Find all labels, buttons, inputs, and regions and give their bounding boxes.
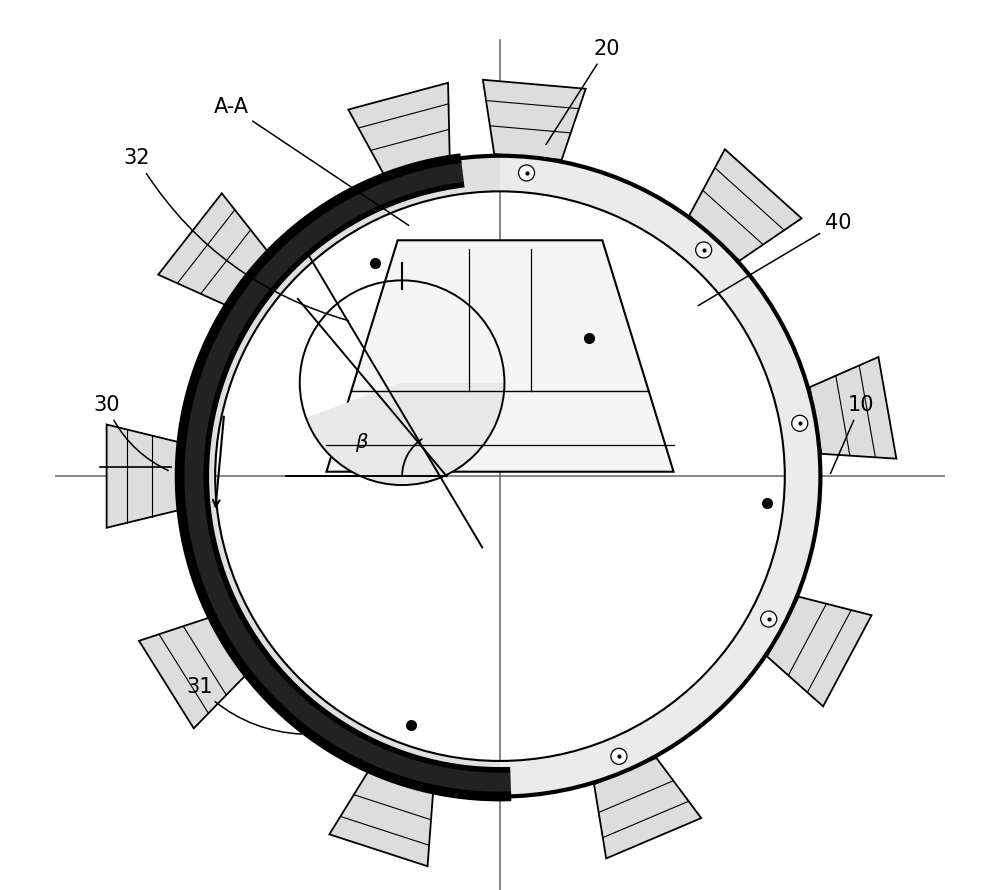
Wedge shape	[306, 383, 504, 485]
Polygon shape	[158, 193, 268, 305]
Circle shape	[234, 629, 250, 645]
Polygon shape	[483, 80, 586, 160]
Polygon shape	[107, 425, 180, 528]
Polygon shape	[810, 357, 896, 458]
Text: 32: 32	[124, 149, 348, 320]
Circle shape	[761, 611, 777, 627]
Polygon shape	[182, 161, 511, 794]
Polygon shape	[594, 758, 701, 859]
Wedge shape	[500, 156, 820, 797]
Polygon shape	[139, 618, 246, 728]
Wedge shape	[180, 156, 500, 797]
Polygon shape	[348, 83, 450, 175]
Polygon shape	[329, 771, 433, 866]
Text: 20: 20	[546, 39, 620, 144]
Circle shape	[188, 468, 204, 484]
Polygon shape	[326, 240, 674, 472]
Text: 31: 31	[186, 677, 301, 734]
Circle shape	[696, 242, 712, 258]
Circle shape	[519, 165, 535, 181]
Circle shape	[398, 757, 414, 773]
Text: $\beta$: $\beta$	[355, 431, 369, 454]
Text: A-A: A-A	[214, 97, 409, 225]
Text: 40: 40	[698, 213, 851, 305]
Polygon shape	[767, 596, 872, 707]
Circle shape	[611, 748, 627, 765]
Circle shape	[252, 280, 268, 296]
Polygon shape	[689, 150, 802, 261]
Text: 10: 10	[830, 395, 874, 473]
Circle shape	[413, 174, 429, 190]
Text: 30: 30	[93, 395, 168, 471]
Circle shape	[792, 416, 808, 432]
